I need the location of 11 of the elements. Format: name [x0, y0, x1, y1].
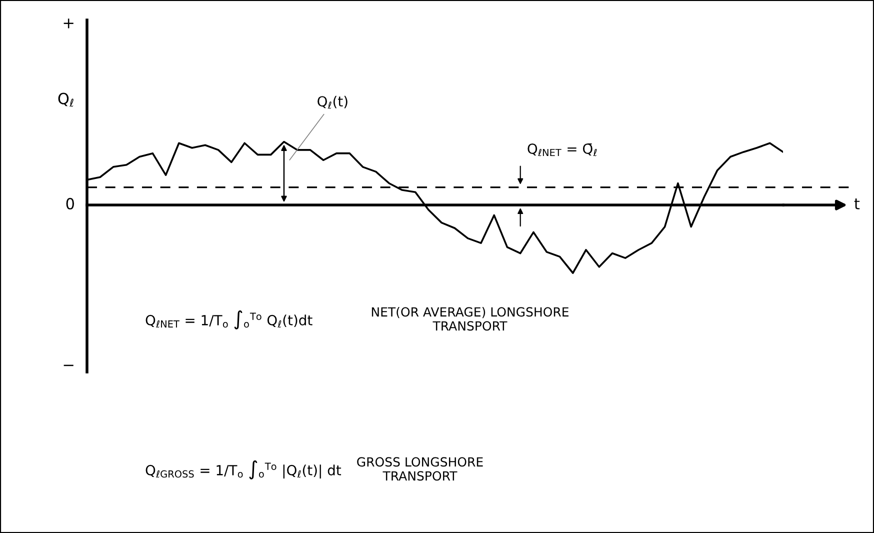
text: NET(OR AVERAGE) LONGSHORE TRANSPORT — [372, 306, 568, 331]
x-axis-title: t — [854, 198, 860, 210]
text: Q$_{ℓNET}$ = 1/T$_{o}$ ∫$_{o}$$^{To}$ Q$_{ℓ}$(t)dt — [146, 310, 312, 330]
text: + — [64, 18, 74, 28]
text: Q$_{ℓGROSS}$ = 1/T$_{o}$ ∫$_{o}$$^{To}$ |Q$_{ℓ}$(t)| dt — [146, 460, 342, 480]
ref-line-label: Q$_{ℓNET}$ = Q̄$_{ℓ}$ — [528, 143, 597, 156]
y-axis-title: Q$_{ℓ}$ — [58, 92, 74, 107]
text: 0 — [66, 198, 74, 210]
text: Q$_{ℓ}$(t) — [318, 96, 348, 109]
text: GROSS LONGSHORE TRANSPORT — [357, 457, 483, 481]
text: − — [64, 364, 74, 366]
